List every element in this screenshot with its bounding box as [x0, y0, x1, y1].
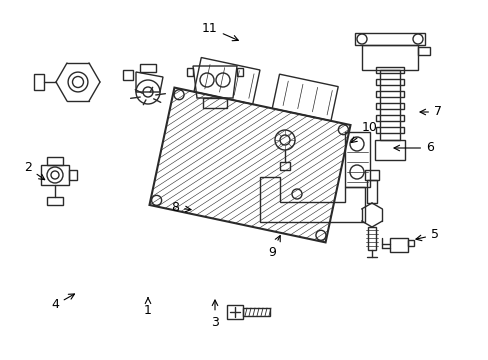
Text: 9: 9: [267, 235, 280, 258]
Text: 11: 11: [202, 22, 238, 41]
Text: 10: 10: [350, 121, 377, 143]
Text: 5: 5: [415, 229, 438, 242]
Text: 4: 4: [51, 294, 74, 311]
Text: 2: 2: [24, 162, 44, 180]
Text: 8: 8: [171, 202, 191, 215]
Text: 7: 7: [419, 105, 441, 118]
Text: 6: 6: [393, 141, 433, 154]
Text: 3: 3: [211, 300, 219, 328]
Text: 1: 1: [144, 298, 152, 316]
